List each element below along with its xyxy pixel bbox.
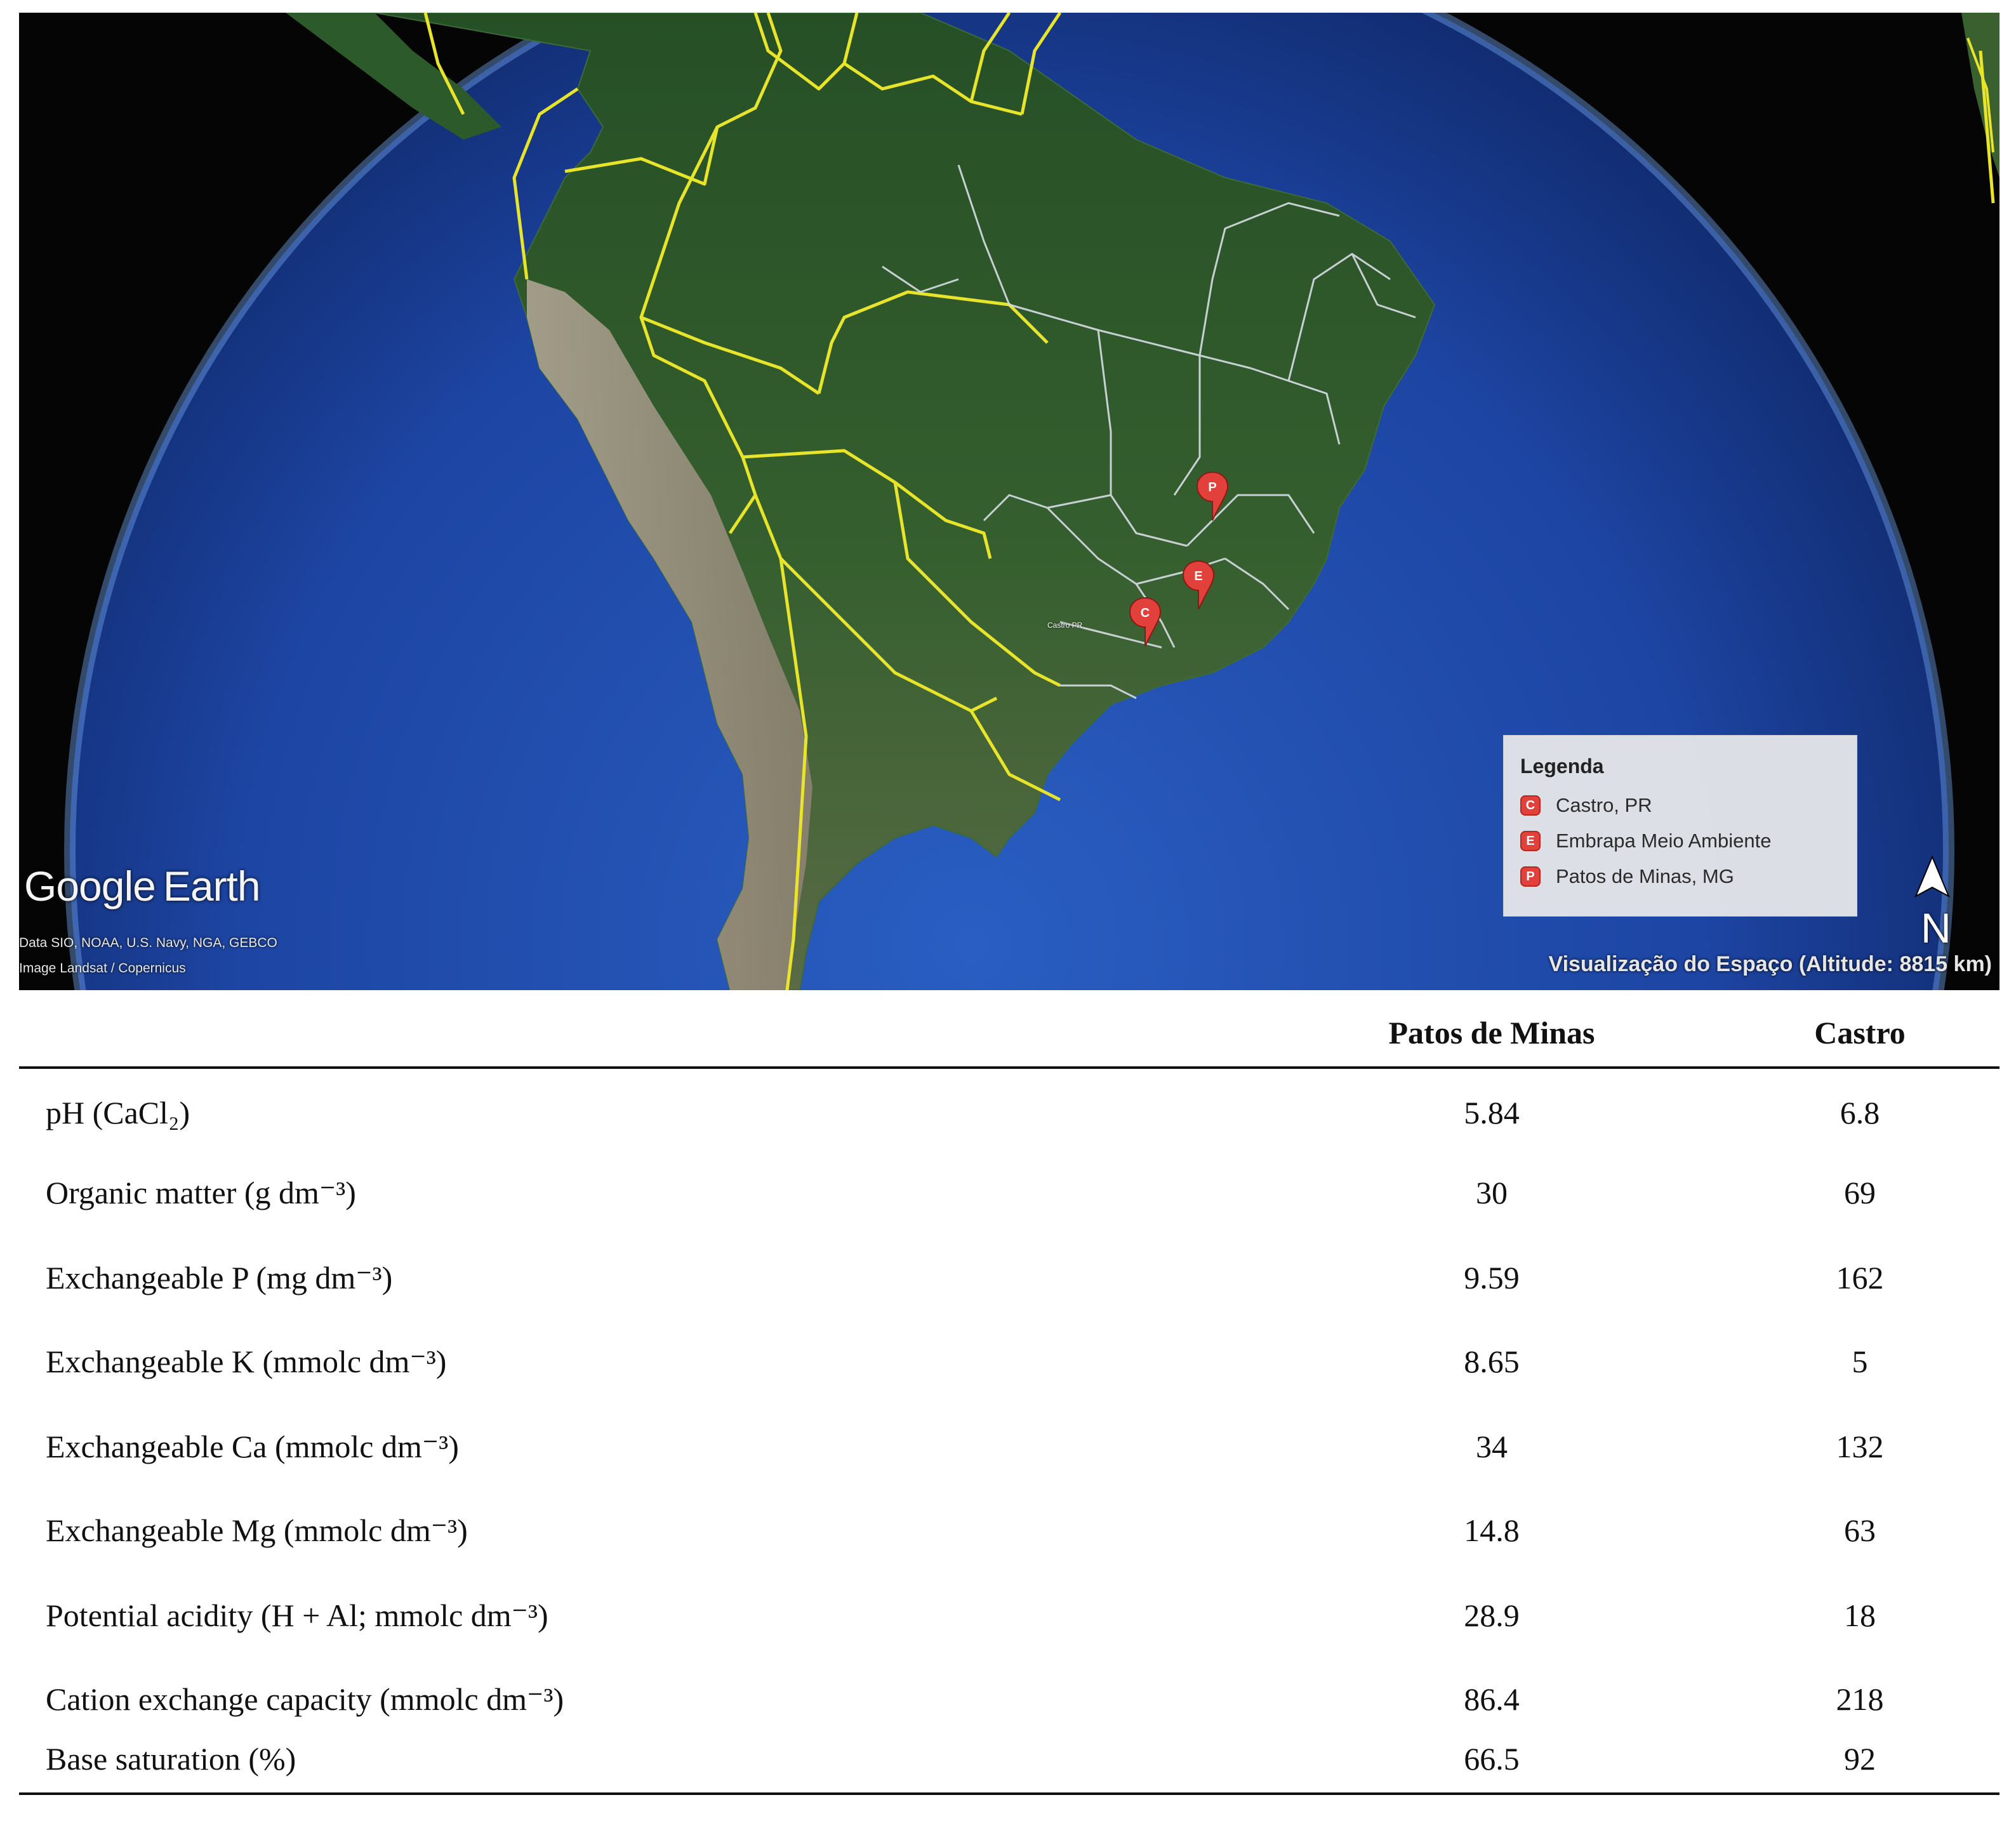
cell-patos: 28.9 (1464, 1598, 1520, 1633)
cell-castro: 69 (1844, 1175, 1876, 1210)
cell-castro: 63 (1844, 1513, 1876, 1548)
row-label: Exchangeable Mg (mmolc dm⁻³) (46, 1513, 468, 1548)
pin-embrapa[interactable]: E (1182, 560, 1215, 610)
legend-title: Legenda (1520, 755, 1604, 778)
north-label: N (1921, 904, 1951, 951)
cell-castro: 6.8 (1840, 1095, 1880, 1130)
cell-patos: 8.65 (1464, 1344, 1520, 1379)
country-borders (423, 13, 1995, 990)
row-label: Potential acidity (H + Al; mmolc dm⁻³) (46, 1598, 548, 1633)
legend-item-castro: C Castro, PR (1520, 793, 1652, 818)
legend-label: Patos de Minas, MG (1556, 865, 1734, 887)
north-arrow-icon (1914, 855, 1951, 898)
pin-castro[interactable]: C (1129, 597, 1162, 647)
view-altitude-caption: Visualização do Espaço (Altitude: 8815 k… (1548, 952, 1992, 976)
image-attribution: Image Landsat / Copernicus (19, 961, 186, 976)
cell-castro: 5 (1852, 1344, 1868, 1379)
row-label: Organic matter (g dm⁻³) (46, 1175, 356, 1210)
row-label: Base saturation (%) (46, 1741, 296, 1777)
table-row: Organic matter (g dm⁻³) 30 69 (19, 1149, 1999, 1233)
cell-patos: 30 (1476, 1175, 1508, 1210)
cell-patos: 14.8 (1464, 1513, 1520, 1548)
cell-patos: 9.59 (1464, 1260, 1520, 1295)
legend-marker-icon: C (1520, 795, 1541, 816)
table-row: Cation exchange capacity (mmolc dm⁻³) 86… (19, 1655, 1999, 1739)
north-indicator: N (1913, 857, 1964, 952)
logo-earth: Earth (162, 863, 261, 910)
table-header: Patos de Minas Castro (19, 1003, 1999, 1069)
table-row: Potential acidity (H + Al; mmolc dm⁻³) 2… (19, 1572, 1999, 1655)
row-label: Exchangeable P (mg dm⁻³) (46, 1260, 393, 1295)
table-bottom-rule (19, 1792, 1999, 1795)
cell-patos: 34 (1476, 1429, 1508, 1464)
cell-patos: 86.4 (1464, 1681, 1520, 1717)
data-attribution: Data SIO, NOAA, U.S. Navy, NGA, GEBCO (19, 936, 277, 950)
legend-item-patos: P Patos de Minas, MG (1520, 864, 1734, 889)
table-row: Base saturation (%) 66.5 92 (19, 1706, 1999, 1790)
logo-google: Google (24, 863, 156, 910)
legend-label: Castro, PR (1556, 794, 1652, 816)
table-row: Exchangeable Ca (mmolc dm⁻³) 34 132 (19, 1403, 1999, 1487)
legend-marker-icon: P (1520, 866, 1541, 887)
cell-castro: 92 (1844, 1741, 1876, 1777)
state-borders (882, 164, 1416, 699)
map-legend: Legenda C Castro, PR E Embrapa Meio Ambi… (1503, 735, 1857, 917)
legend-label: Embrapa Meio Ambiente (1556, 830, 1772, 852)
pin-embrapa-letter: E (1194, 569, 1202, 583)
table-row: Exchangeable Mg (mmolc dm⁻³) 14.8 63 (19, 1487, 1999, 1570)
andes-region (527, 279, 812, 990)
pin-patos[interactable]: P (1196, 471, 1229, 521)
cell-castro: 18 (1844, 1598, 1876, 1633)
cell-patos: 66.5 (1464, 1741, 1520, 1777)
map-view[interactable]: P E C Castro PR Google Earth Data SIO, NO… (19, 13, 1999, 990)
cell-castro: 132 (1836, 1429, 1884, 1464)
column-header-patos: Patos de Minas (1388, 1015, 1595, 1050)
castro-map-label: Castro PR (1047, 621, 1083, 630)
table-row: Exchangeable K (mmolc dm⁻³) 8.65 5 (19, 1318, 1999, 1401)
globe-graphic: P E C (64, 13, 1999, 990)
column-header-castro: Castro (1814, 1015, 1906, 1050)
cell-castro: 162 (1836, 1260, 1884, 1295)
row-label: pH (CaCl₂) (46, 1095, 190, 1130)
row-label: Cation exchange capacity (mmolc dm⁻³) (46, 1681, 564, 1717)
pin-castro-letter: C (1141, 606, 1150, 620)
google-earth-logo: Google Earth (24, 862, 261, 910)
row-label: Exchangeable K (mmolc dm⁻³) (46, 1344, 447, 1379)
table-row: pH (CaCl₂) 5.84 6.8 (19, 1069, 1999, 1153)
south-america-landmass (374, 13, 1436, 990)
row-label: Exchangeable Ca (mmolc dm⁻³) (46, 1429, 459, 1464)
pin-patos-letter: P (1208, 480, 1216, 494)
cell-castro: 218 (1836, 1681, 1884, 1717)
table-row: Exchangeable P (mg dm⁻³) 9.59 162 (19, 1234, 1999, 1318)
legend-item-embrapa: E Embrapa Meio Ambiente (1520, 828, 1771, 854)
legend-marker-icon: E (1520, 831, 1541, 851)
cell-patos: 5.84 (1464, 1095, 1520, 1130)
